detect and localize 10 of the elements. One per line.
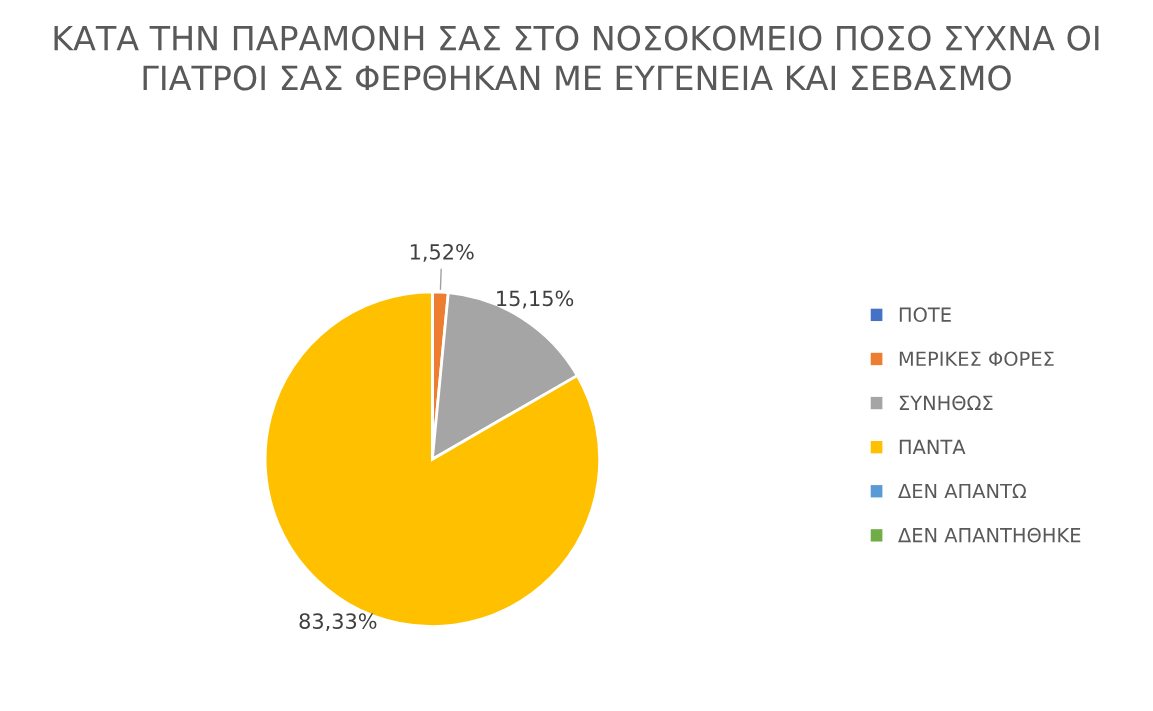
legend-label: ΣΥΝΗΘΩΣ	[899, 395, 993, 411]
legend-label: ΔΕΝ ΑΠΑΝΤΩ	[898, 483, 1027, 499]
legend-label: ΠΑΝΤΑ	[899, 439, 966, 455]
legend-label: ΜΕΡΙΚΕΣ ΦΟΡΕΣ	[899, 351, 1054, 367]
data-label: 83,33%	[299, 613, 377, 632]
data-label: 15,15%	[497, 290, 574, 309]
legend-label: ΠΟΤΕ	[899, 307, 951, 322]
chart-title: ΚΑΤΑ ΤΗΝ ΠΑΡΑΜΟΝΗ ΣΑΣ ΣΤΟ ΝΟΣΟΚΟΜΕΙΟ ΠΟΣΟ ΣΥΧΝΑ ΟΙ ΓΙΑΤΡΟΙ ΣΑΣ ΦΕΡΘΗΚΑΝ ΜΕ ΕΥΓΕΝΕΙΑ ΚΑΙ ΣΕΒΑΣΜΟ	[54, 25, 1099, 91]
data-label: 1,52%	[410, 243, 474, 262]
legend-label: ΔΕΝ ΑΠΑΝΤΗΘΗΚΕ	[898, 527, 1081, 543]
